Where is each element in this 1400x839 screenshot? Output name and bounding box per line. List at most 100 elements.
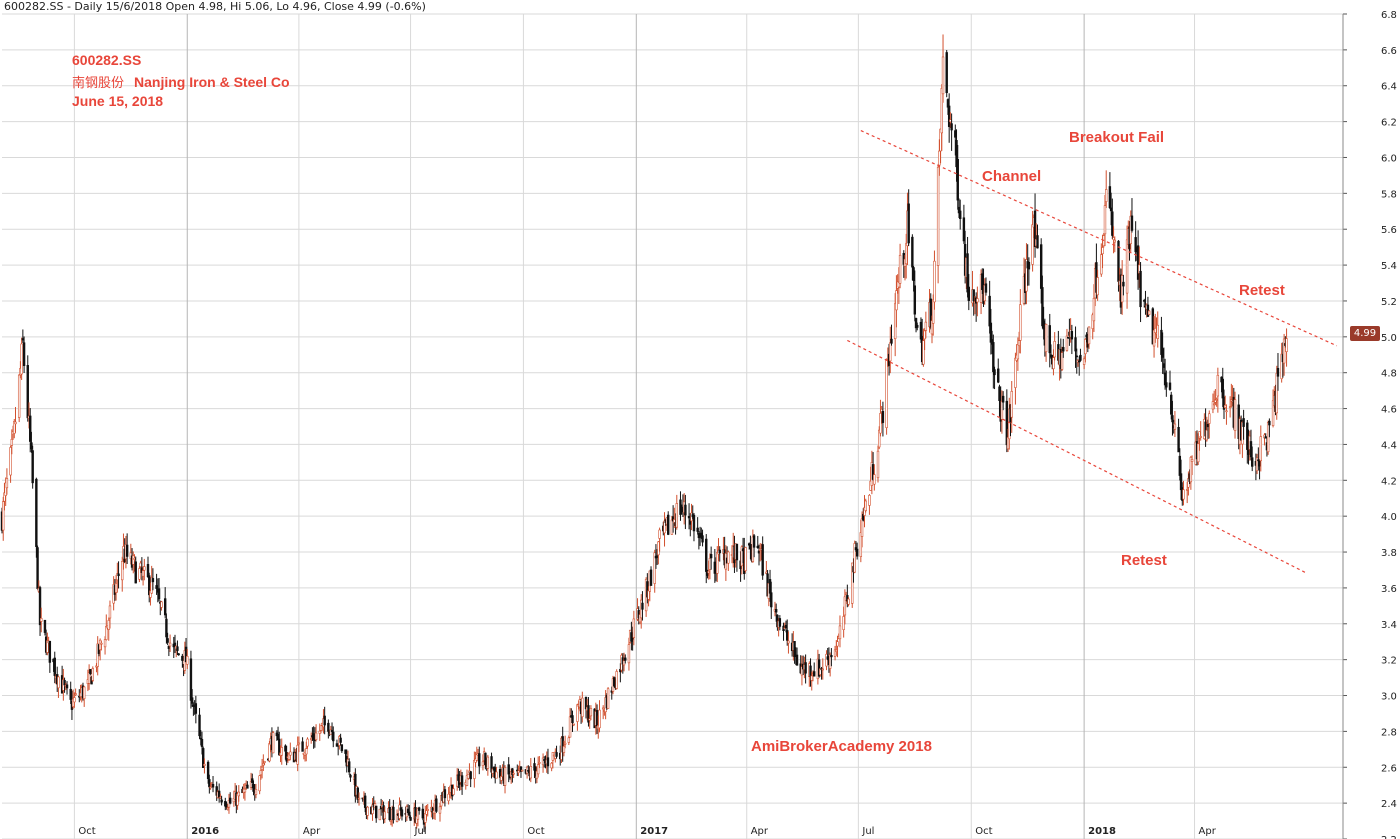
- candle-body: [1162, 363, 1166, 368]
- candle-body: [40, 617, 43, 622]
- candle-body: [795, 654, 799, 666]
- candle-body: [770, 592, 773, 608]
- candle-body: [1161, 348, 1164, 358]
- candle-body: [555, 752, 558, 757]
- candle-body: [551, 752, 555, 761]
- candle-body: [168, 642, 172, 647]
- candle-body: [1100, 254, 1103, 275]
- candle-body: [36, 547, 39, 589]
- candle-body: [632, 618, 636, 638]
- candle-body: [675, 503, 678, 528]
- candle-body: [57, 676, 60, 689]
- candle-body: [853, 543, 856, 573]
- channel-lines: [847, 130, 1338, 575]
- y-tick-label: 6.4: [1381, 82, 1397, 93]
- candle-body: [263, 761, 266, 763]
- candle-body: [1211, 401, 1215, 410]
- candle-body: [435, 798, 438, 812]
- candle-body: [1182, 489, 1185, 500]
- candle-body: [821, 668, 824, 671]
- candle-body: [843, 596, 847, 616]
- candle-body: [65, 684, 69, 689]
- candle-body: [319, 725, 323, 731]
- candle-body: [467, 773, 470, 779]
- candle-body: [1027, 261, 1031, 270]
- candle-body: [139, 562, 142, 567]
- x-tick-label: Jul: [861, 826, 874, 837]
- candle-body: [209, 786, 212, 789]
- y-tick-label: 2.2: [1381, 835, 1397, 839]
- candle-body: [622, 660, 626, 666]
- candle-body: [484, 752, 487, 766]
- candle-body: [251, 778, 254, 783]
- candle-body: [562, 746, 566, 753]
- y-tick-label: 2.8: [1381, 727, 1397, 738]
- candle-body: [967, 286, 970, 301]
- candle-body: [103, 639, 107, 648]
- candle-body: [417, 807, 421, 811]
- company-name-en: Nanjing Iron & Steel Co: [134, 74, 290, 90]
- candle-body: [889, 342, 892, 362]
- candle-body: [997, 368, 1000, 383]
- candle-body: [527, 770, 530, 772]
- candle-body: [189, 658, 193, 701]
- candle-body: [550, 762, 553, 769]
- candle-body: [744, 547, 747, 571]
- candle-body: [232, 798, 236, 803]
- candle-body: [173, 642, 177, 647]
- candle-body: [1178, 455, 1182, 476]
- y-tick-labels: 2.2 2.4 2.6 2.8 3.0 3.2 3.4 3.6 3.8 4.0 4.2 4.4 4.6 4…: [1381, 10, 1397, 839]
- breakout-fail-label: Breakout Fail: [1069, 129, 1165, 146]
- candle-body: [258, 775, 261, 792]
- candle-body: [1017, 340, 1021, 347]
- candle-body: [954, 130, 957, 138]
- candle-body: [627, 644, 631, 664]
- candle-body: [1006, 437, 1010, 450]
- candle-body: [473, 759, 476, 779]
- candle-body: [1275, 372, 1278, 414]
- candle-body: [73, 697, 76, 703]
- candle-body: [966, 253, 969, 293]
- candle-body: [425, 810, 428, 815]
- candle-body: [262, 763, 265, 766]
- candle-body: [1075, 355, 1078, 358]
- candle-body: [91, 668, 94, 681]
- candle-body: [624, 657, 627, 661]
- candle-body: [1031, 224, 1034, 265]
- candlestick-series: [0, 34, 1288, 833]
- candle-body: [383, 811, 386, 820]
- candle-body: [1177, 426, 1180, 453]
- channel-label: Channel: [982, 168, 1042, 185]
- candle-body: [354, 773, 357, 797]
- candle-body: [409, 817, 412, 821]
- candle-body: [1216, 374, 1220, 397]
- candle-body: [134, 561, 137, 584]
- candle-body: [836, 641, 839, 647]
- y-tick-label: 3.2: [1381, 656, 1397, 667]
- candle-body: [1062, 347, 1065, 352]
- candle-body: [349, 774, 352, 778]
- candle-body: [1221, 378, 1224, 399]
- candle-body: [1156, 324, 1159, 339]
- candle-body: [297, 742, 301, 745]
- candle-body: [17, 374, 21, 418]
- candle-body: [945, 52, 948, 94]
- candle-body: [647, 590, 650, 600]
- y-tick-label: 6.2: [1381, 118, 1397, 129]
- candle-body: [1228, 406, 1232, 408]
- candle-body: [895, 290, 898, 311]
- candle-body: [606, 688, 610, 709]
- candle-body: [876, 450, 880, 479]
- candle-body: [1078, 360, 1081, 363]
- candle-body: [538, 762, 541, 764]
- y-tick-label: 3.8: [1381, 548, 1397, 559]
- candle-body: [490, 756, 493, 773]
- candle-body: [1165, 382, 1168, 388]
- candle-body: [356, 787, 360, 800]
- candle-body: [813, 671, 816, 677]
- candle-body: [1048, 325, 1051, 354]
- candle-body: [226, 807, 229, 810]
- candle-body: [438, 806, 442, 814]
- candle-body: [74, 693, 77, 695]
- candle-body: [357, 797, 361, 800]
